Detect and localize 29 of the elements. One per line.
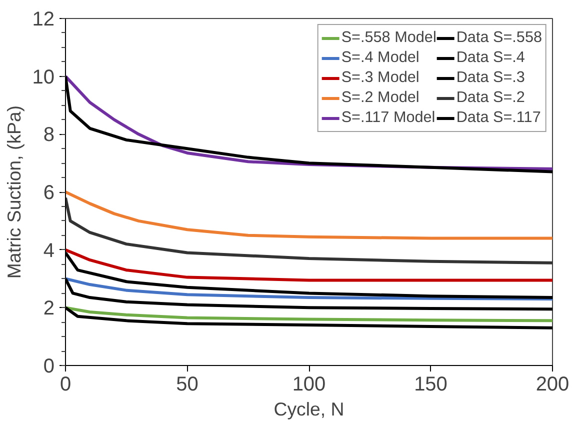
y-tick-label: 0: [43, 356, 54, 378]
legend-label: S=.4 Model: [341, 49, 420, 67]
legend-label: Data S=.558: [456, 29, 542, 47]
x-tick-label: 50: [176, 374, 198, 396]
x-tick-label: 0: [60, 374, 72, 396]
x-axis-title: Cycle, N: [274, 398, 344, 420]
y-tick-label: 2: [43, 298, 54, 320]
legend-label: S=.2 Model: [341, 89, 420, 107]
legend-label: S=.3 Model: [341, 69, 420, 87]
legend-label: Data S=.117: [456, 109, 541, 127]
legend-label: Data S=.3: [456, 69, 525, 87]
y-tick-label: 4: [43, 240, 54, 262]
legend-label: Data S=.2: [456, 89, 525, 107]
y-axis-title: Matric Suction, (kPa): [3, 105, 24, 279]
line-series: [66, 277, 552, 300]
legend-label: Data S=.4: [456, 49, 525, 67]
line-series: [66, 248, 552, 282]
legend-label: S=.117 Model: [341, 109, 436, 127]
line-series: [66, 190, 552, 240]
y-tick-label: 8: [43, 124, 54, 146]
legend-label: S=.558 Model: [341, 29, 436, 47]
y-tick-label: 6: [43, 182, 54, 204]
x-tick-label: 100: [292, 374, 326, 396]
line-series: [66, 306, 552, 322]
y-tick-label: 10: [32, 66, 55, 88]
x-tick-label: 150: [414, 374, 448, 396]
y-tick-label: 12: [32, 8, 55, 30]
x-tick-label: 200: [536, 374, 570, 396]
line-series: [66, 196, 552, 264]
